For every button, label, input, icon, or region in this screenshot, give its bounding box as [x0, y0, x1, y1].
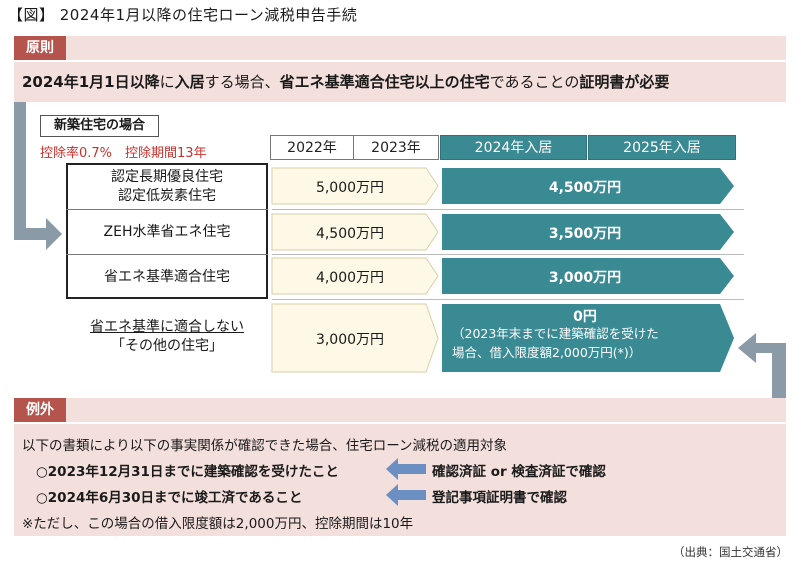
principle-date: 2024年1月1日以降	[22, 73, 160, 91]
exception-item-right: 確認済証 or 検査済証で確認	[432, 464, 606, 480]
new-value: 0円	[573, 309, 597, 325]
principle-tag: 原則	[14, 36, 66, 60]
note-line: （2023年末までに建築確認を受けた	[452, 326, 659, 341]
eco-housing-group-box	[66, 163, 268, 299]
arrow-left-icon	[386, 458, 426, 480]
principle-connector-1: に	[159, 73, 175, 91]
principle-move-in: 入居	[174, 73, 205, 91]
row-separator	[272, 254, 744, 255]
row-label-certified: 認定長期優良住宅 認定低炭素住宅	[68, 165, 266, 208]
row-label-line: ZEH水準省エネ住宅	[103, 223, 231, 240]
old-value: 4,000万円	[315, 270, 385, 286]
exception-item-left: ○2023年12月31日までに建築確認を受けたこと	[36, 464, 339, 480]
row-separator	[272, 299, 744, 300]
arrow-left-icon	[386, 484, 426, 506]
note-line: 場合、借入限度額2,000万円(*)）	[452, 345, 642, 360]
principle-text: 2024年1月1日以降に入居する場合、省エネ基準適合住宅以上の住宅であることの証…	[22, 71, 669, 92]
new-value: 3,500万円	[548, 226, 622, 242]
row-divider	[66, 254, 268, 255]
deduction-rate-text: 控除率0.7% 控除期間13年	[40, 146, 207, 161]
principle-connector-3: であることの	[489, 73, 580, 91]
new-value: 3,000万円	[548, 270, 622, 286]
new-value: 4,500万円	[548, 180, 622, 196]
principle-cert: 証明書が必要	[579, 73, 670, 91]
col-header-2023: 2023年	[353, 135, 439, 160]
col-header-2022: 2022年	[270, 135, 354, 160]
exception-intro: 以下の書類により以下の事実関係が確認できた場合、住宅ローン減税の適用対象	[22, 438, 508, 454]
row-label-line: 省エネ基準に適合しない	[90, 319, 244, 335]
row-label-line: 認定長期優良住宅	[111, 168, 223, 185]
row-separator	[272, 209, 744, 210]
row-label-zeh: ZEH水準省エネ住宅	[68, 211, 266, 253]
exception-body	[14, 424, 786, 536]
page-title: 【図】 2024年1月以降の住宅ローン減税申告手続	[8, 6, 358, 24]
exception-tag: 例外	[14, 398, 66, 422]
principle-header-band	[14, 36, 786, 60]
col-header-2024: 2024年入居	[440, 135, 587, 160]
row-label-other: 省エネ基準に適合しない 「その他の住宅」	[68, 306, 266, 368]
principle-band	[14, 62, 786, 102]
row-label-compliant: 省エネ基準適合住宅	[68, 256, 266, 298]
principle-connector-2: する場合、	[204, 73, 280, 91]
exception-item-left: ○2024年6月30日までに竣工済であること	[36, 490, 303, 506]
old-value: 4,500万円	[315, 226, 385, 242]
col-header-2025: 2025年入居	[588, 135, 736, 160]
row-divider	[66, 209, 268, 210]
source-credit: （出典：国土交通省）	[673, 545, 788, 559]
principle-house-type: 省エネ基準適合住宅以上の住宅	[279, 73, 490, 91]
row-label-line: 「その他の住宅」	[111, 338, 223, 354]
old-value: 3,000万円	[315, 332, 385, 348]
exception-item-right: 登記事項証明書で確認	[432, 490, 567, 506]
old-value: 5,000万円	[315, 180, 385, 196]
row-label-line: 省エネ基準適合住宅	[104, 268, 230, 285]
exception-header-band	[14, 398, 786, 422]
new-value-note: （2023年末までに建築確認を受けた 場合、借入限度額2,000万円(*)）	[452, 324, 722, 362]
row-label-line: 認定低炭素住宅	[118, 187, 216, 204]
new-house-label: 新築住宅の場合	[40, 115, 159, 137]
exception-note: ※ただし、この場合の借入限度額は2,000万円、控除期間は10年	[22, 516, 414, 532]
